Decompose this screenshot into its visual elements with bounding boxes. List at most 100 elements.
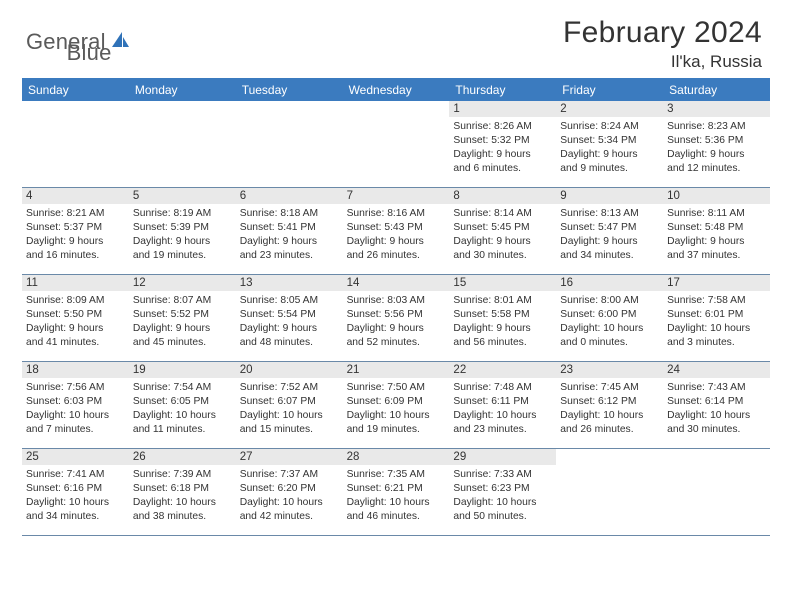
daylight1-text: Daylight: 10 hours xyxy=(667,322,766,336)
weekday-header: Tuesday xyxy=(236,79,343,101)
calendar-cell: 28Sunrise: 7:35 AMSunset: 6:21 PMDayligh… xyxy=(343,449,450,535)
daylight1-text: Daylight: 10 hours xyxy=(240,496,339,510)
weekday-header-row: Sunday Monday Tuesday Wednesday Thursday… xyxy=(22,79,770,101)
sunrise-text: Sunrise: 7:39 AM xyxy=(133,468,232,482)
day-number: 28 xyxy=(343,449,450,465)
sunset-text: Sunset: 5:47 PM xyxy=(560,221,659,235)
sunset-text: Sunset: 5:50 PM xyxy=(26,308,125,322)
calendar-page: General Blue February 2024 Il'ka, Russia… xyxy=(0,0,792,612)
day-number: 17 xyxy=(663,275,770,291)
calendar-cell: 4Sunrise: 8:21 AMSunset: 5:37 PMDaylight… xyxy=(22,188,129,274)
day-number: 7 xyxy=(343,188,450,204)
sunset-text: Sunset: 6:23 PM xyxy=(453,482,552,496)
day-number: 16 xyxy=(556,275,663,291)
calendar-cell: 27Sunrise: 7:37 AMSunset: 6:20 PMDayligh… xyxy=(236,449,343,535)
day-number: 19 xyxy=(129,362,236,378)
day-number: 13 xyxy=(236,275,343,291)
day-number: 5 xyxy=(129,188,236,204)
day-number: 27 xyxy=(236,449,343,465)
sunset-text: Sunset: 6:01 PM xyxy=(667,308,766,322)
daylight2-text: and 11 minutes. xyxy=(133,423,232,437)
location-label: Il'ka, Russia xyxy=(563,52,762,72)
sunset-text: Sunset: 5:32 PM xyxy=(453,134,552,148)
calendar-cell: 26Sunrise: 7:39 AMSunset: 6:18 PMDayligh… xyxy=(129,449,236,535)
calendar-cell xyxy=(556,449,663,535)
daylight2-text: and 16 minutes. xyxy=(26,249,125,263)
sunrise-text: Sunrise: 8:01 AM xyxy=(453,294,552,308)
daylight1-text: Daylight: 9 hours xyxy=(560,148,659,162)
daylight1-text: Daylight: 9 hours xyxy=(667,235,766,249)
calendar-cell: 3Sunrise: 8:23 AMSunset: 5:36 PMDaylight… xyxy=(663,101,770,187)
daylight1-text: Daylight: 10 hours xyxy=(26,409,125,423)
day-number: 10 xyxy=(663,188,770,204)
calendar-cell: 15Sunrise: 8:01 AMSunset: 5:58 PMDayligh… xyxy=(449,275,556,361)
daylight2-text: and 3 minutes. xyxy=(667,336,766,350)
calendar-cell: 5Sunrise: 8:19 AMSunset: 5:39 PMDaylight… xyxy=(129,188,236,274)
day-number: 1 xyxy=(449,101,556,117)
weekday-header: Monday xyxy=(129,79,236,101)
sail-icon xyxy=(110,31,130,54)
sunset-text: Sunset: 5:34 PM xyxy=(560,134,659,148)
day-number: 8 xyxy=(449,188,556,204)
calendar-cell: 18Sunrise: 7:56 AMSunset: 6:03 PMDayligh… xyxy=(22,362,129,448)
calendar-week-row: 4Sunrise: 8:21 AMSunset: 5:37 PMDaylight… xyxy=(22,188,770,275)
sunrise-text: Sunrise: 7:37 AM xyxy=(240,468,339,482)
daylight1-text: Daylight: 9 hours xyxy=(453,235,552,249)
daylight2-text: and 19 minutes. xyxy=(133,249,232,263)
sunset-text: Sunset: 5:41 PM xyxy=(240,221,339,235)
daylight1-text: Daylight: 9 hours xyxy=(560,235,659,249)
sunset-text: Sunset: 5:48 PM xyxy=(667,221,766,235)
daylight2-text: and 52 minutes. xyxy=(347,336,446,350)
sunrise-text: Sunrise: 7:58 AM xyxy=(667,294,766,308)
sunrise-text: Sunrise: 8:00 AM xyxy=(560,294,659,308)
calendar-cell: 1Sunrise: 8:26 AMSunset: 5:32 PMDaylight… xyxy=(449,101,556,187)
sunset-text: Sunset: 5:58 PM xyxy=(453,308,552,322)
weekday-header: Thursday xyxy=(449,79,556,101)
daylight2-text: and 37 minutes. xyxy=(667,249,766,263)
calendar-week-row: 18Sunrise: 7:56 AMSunset: 6:03 PMDayligh… xyxy=(22,362,770,449)
day-number: 25 xyxy=(22,449,129,465)
daylight2-text: and 9 minutes. xyxy=(560,162,659,176)
daylight1-text: Daylight: 9 hours xyxy=(667,148,766,162)
day-number: 6 xyxy=(236,188,343,204)
daylight2-text: and 19 minutes. xyxy=(347,423,446,437)
day-number: 2 xyxy=(556,101,663,117)
calendar-grid: Sunday Monday Tuesday Wednesday Thursday… xyxy=(22,78,770,536)
sunrise-text: Sunrise: 7:54 AM xyxy=(133,381,232,395)
sunrise-text: Sunrise: 8:19 AM xyxy=(133,207,232,221)
month-title: February 2024 xyxy=(563,16,762,50)
daylight2-text: and 46 minutes. xyxy=(347,510,446,524)
brand-logo: General Blue xyxy=(26,18,112,66)
sunrise-text: Sunrise: 7:33 AM xyxy=(453,468,552,482)
daylight2-text: and 42 minutes. xyxy=(240,510,339,524)
daylight2-text: and 23 minutes. xyxy=(240,249,339,263)
sunrise-text: Sunrise: 8:26 AM xyxy=(453,120,552,134)
sunset-text: Sunset: 5:54 PM xyxy=(240,308,339,322)
calendar-cell: 9Sunrise: 8:13 AMSunset: 5:47 PMDaylight… xyxy=(556,188,663,274)
weekday-header: Wednesday xyxy=(343,79,450,101)
daylight2-text: and 48 minutes. xyxy=(240,336,339,350)
sunrise-text: Sunrise: 7:41 AM xyxy=(26,468,125,482)
sunset-text: Sunset: 6:12 PM xyxy=(560,395,659,409)
sunset-text: Sunset: 5:56 PM xyxy=(347,308,446,322)
sunset-text: Sunset: 6:09 PM xyxy=(347,395,446,409)
day-number: 29 xyxy=(449,449,556,465)
day-number: 12 xyxy=(129,275,236,291)
sunrise-text: Sunrise: 7:56 AM xyxy=(26,381,125,395)
day-number: 23 xyxy=(556,362,663,378)
daylight1-text: Daylight: 9 hours xyxy=(453,322,552,336)
sunrise-text: Sunrise: 8:05 AM xyxy=(240,294,339,308)
daylight1-text: Daylight: 9 hours xyxy=(240,235,339,249)
daylight1-text: Daylight: 9 hours xyxy=(347,235,446,249)
daylight1-text: Daylight: 10 hours xyxy=(347,496,446,510)
daylight1-text: Daylight: 9 hours xyxy=(347,322,446,336)
calendar-cell: 10Sunrise: 8:11 AMSunset: 5:48 PMDayligh… xyxy=(663,188,770,274)
sunrise-text: Sunrise: 8:23 AM xyxy=(667,120,766,134)
calendar-cell: 23Sunrise: 7:45 AMSunset: 6:12 PMDayligh… xyxy=(556,362,663,448)
sunrise-text: Sunrise: 7:45 AM xyxy=(560,381,659,395)
daylight1-text: Daylight: 10 hours xyxy=(347,409,446,423)
daylight1-text: Daylight: 9 hours xyxy=(26,235,125,249)
daylight1-text: Daylight: 9 hours xyxy=(240,322,339,336)
day-number: 3 xyxy=(663,101,770,117)
sunrise-text: Sunrise: 7:35 AM xyxy=(347,468,446,482)
